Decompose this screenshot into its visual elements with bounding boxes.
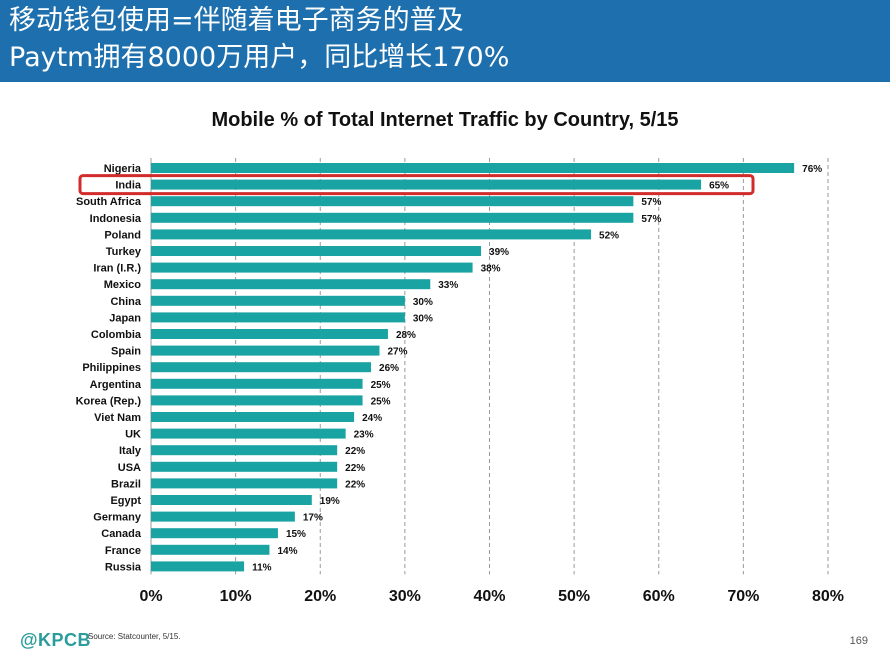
bar	[151, 279, 431, 290]
category-label: Korea (Rep.)	[76, 395, 142, 407]
bar	[151, 312, 405, 323]
category-label: India	[115, 180, 142, 192]
category-label: Turkey	[106, 246, 142, 258]
category-label: Argentina	[90, 379, 142, 391]
category-label: Poland	[104, 229, 141, 241]
bar	[151, 295, 405, 306]
bar	[151, 561, 245, 572]
value-label: 38%	[481, 264, 501, 275]
value-label: 30%	[413, 297, 433, 308]
chart-title: Mobile % of Total Internet Traffic by Co…	[211, 109, 679, 131]
category-label: Italy	[119, 445, 142, 457]
bar	[151, 362, 372, 373]
category-label: Viet Nam	[94, 412, 141, 424]
x-tick-label: 30%	[389, 588, 421, 605]
header-title-line-1: 移动钱包使用=伴随着电子商务的普及	[9, 5, 464, 36]
bar	[151, 461, 338, 472]
category-label: Mexico	[104, 279, 142, 291]
value-label: 28%	[396, 330, 416, 341]
x-tick-label: 50%	[558, 588, 590, 605]
x-tick-label: 10%	[220, 588, 252, 605]
value-label: 24%	[362, 413, 382, 424]
category-label: Egypt	[110, 495, 141, 507]
value-label: 25%	[371, 396, 391, 407]
value-label: 33%	[438, 280, 458, 291]
x-tick-label: 40%	[473, 588, 505, 605]
value-label: 25%	[371, 380, 391, 391]
value-label: 76%	[802, 164, 822, 175]
category-label: Spain	[111, 346, 141, 358]
bar	[151, 378, 363, 389]
bar	[151, 345, 380, 356]
bar	[151, 229, 592, 240]
bar	[151, 511, 295, 522]
value-label: 17%	[303, 513, 323, 524]
source-note: Source: Statcounter, 5/15.	[88, 632, 181, 641]
category-label: Russia	[105, 561, 142, 573]
category-label: France	[105, 545, 141, 557]
value-label: 26%	[379, 363, 399, 374]
value-label: 22%	[345, 446, 365, 457]
category-label: China	[110, 296, 141, 308]
bar	[151, 445, 338, 456]
bar	[151, 478, 338, 489]
value-label: 22%	[345, 463, 365, 474]
header-title-line-2: Paytm拥有8000万用户，同比增长170%	[9, 42, 510, 73]
category-label: Canada	[101, 528, 142, 540]
value-label: 14%	[277, 546, 297, 557]
bar	[151, 495, 312, 505]
value-label: 39%	[489, 247, 509, 258]
page-number: 169	[849, 635, 868, 647]
bar	[151, 428, 346, 439]
bar	[151, 179, 702, 190]
category-label: Indonesia	[90, 213, 142, 225]
value-label: 57%	[641, 197, 661, 208]
category-label: UK	[125, 429, 141, 441]
bar	[151, 412, 355, 422]
category-label: Brazil	[111, 478, 141, 490]
value-label: 19%	[320, 496, 340, 507]
header-banner: 移动钱包使用=伴随着电子商务的普及 Paytm拥有8000万用户，同比增长170…	[0, 0, 890, 82]
bar	[151, 246, 482, 256]
category-label: South Africa	[76, 196, 142, 208]
bar	[151, 196, 634, 207]
value-label: 27%	[387, 347, 407, 358]
bar	[151, 329, 388, 339]
value-label: 22%	[345, 479, 365, 490]
bar	[151, 163, 795, 173]
category-label: Colombia	[91, 329, 142, 341]
x-tick-label: 70%	[727, 588, 759, 605]
x-tick-label: 20%	[304, 588, 336, 605]
value-label: 52%	[599, 230, 619, 241]
value-label: 57%	[641, 214, 661, 225]
highlight-box	[78, 174, 755, 196]
value-label: 30%	[413, 313, 433, 324]
value-label: 11%	[252, 562, 272, 573]
category-label: Nigeria	[104, 163, 142, 175]
category-label: Japan	[109, 312, 141, 324]
kpcb-logo: @KPCB	[20, 630, 92, 650]
category-label: Germany	[93, 512, 142, 524]
bar	[151, 544, 270, 555]
value-label: 65%	[709, 181, 729, 192]
value-label: 15%	[286, 529, 306, 540]
category-label: USA	[118, 462, 141, 474]
x-tick-label: 80%	[812, 588, 844, 605]
bar	[151, 528, 278, 539]
bar	[151, 262, 473, 273]
x-tick-label: 60%	[643, 588, 675, 605]
category-label: Iran (I.R.)	[93, 263, 141, 275]
value-label: 23%	[354, 430, 374, 441]
bar	[151, 395, 363, 406]
x-tick-label: 0%	[139, 588, 162, 605]
bar	[151, 212, 634, 223]
category-label: Philippines	[82, 362, 141, 374]
